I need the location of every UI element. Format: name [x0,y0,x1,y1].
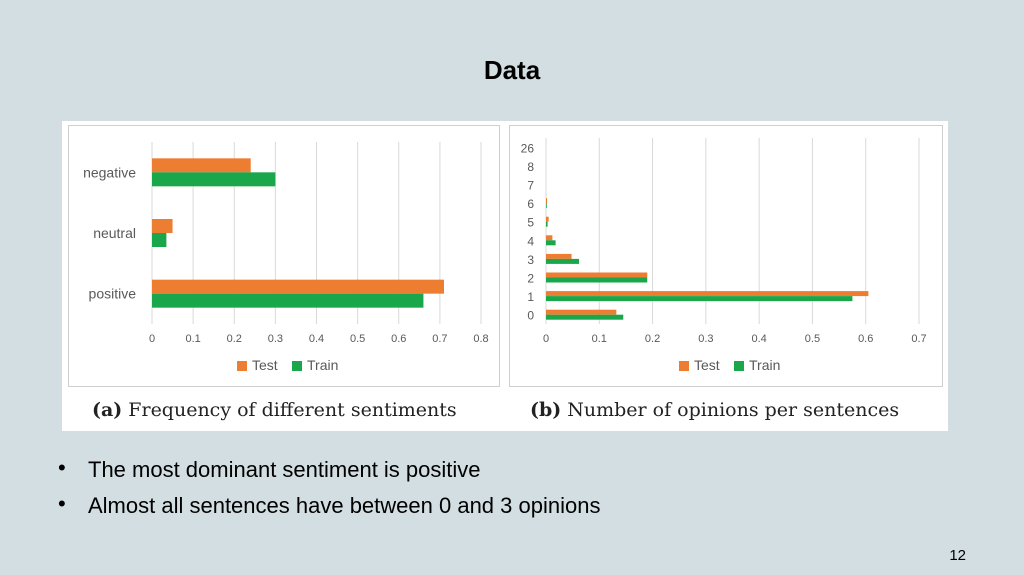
legend-label-test: Test [694,357,720,373]
legend-swatch-train [734,361,744,371]
bar-train [546,221,548,227]
category-label: 4 [527,234,534,248]
bar-train [152,233,167,247]
bar-train [152,293,424,308]
slide-title: Data [483,55,541,85]
sentiment-frequency-chart: 0 0.1 0.2 0.3 0.4 0.5 0.6 0.7 0.8 negative neutral… [68,125,500,387]
category-label: 2 [527,272,534,286]
x-tick-label: 0.5 [350,333,365,345]
opinions-per-sentence-svg: 0 0.1 0.2 0.3 0.4 0.5 0.6 0.7 26 8 7 6 5 4 3 2 1 0 Test Tra… [521,138,927,373]
bar-test [152,158,251,173]
bullet-text: The most dominant sentiment is positive [88,457,481,482]
category-label: 5 [527,216,534,230]
x-tick-label: 0.8 [473,333,488,345]
x-tick-label: 0.1 [185,333,200,345]
bullet-item: • Almost all sentences have between 0 and… [58,490,600,526]
x-tick-label: 0.6 [858,333,873,345]
bar-train [546,258,580,264]
x-tick-label: 0.3 [698,333,713,345]
category-label: positive [89,286,137,302]
bar-train [546,240,556,246]
bullet-icon: • [58,491,66,516]
opinions-per-sentence-chart: 0 0.1 0.2 0.3 0.4 0.5 0.6 0.7 26 8 7 6 5 4 3 2 1 0 Test Tra… [509,125,943,387]
bullet-item: • The most dominant sentiment is positive [58,454,600,490]
sentiment-frequency-svg: 0 0.1 0.2 0.3 0.4 0.5 0.6 0.7 0.8 negative neutral… [83,142,489,373]
category-label: 6 [527,197,534,211]
legend-swatch-test [679,361,689,371]
legend-label-train: Train [307,357,338,373]
category-label: neutral [93,225,136,241]
category-label: 8 [527,160,534,174]
bullet-icon: • [58,455,66,480]
caption-b-label: (b) [530,399,562,421]
x-tick-label: 0.5 [805,333,820,345]
bar-train [152,172,276,187]
legend-label-test: Test [252,357,278,373]
x-tick-label: 0.2 [645,333,660,345]
bar-test [546,272,648,278]
bar-train [546,203,547,209]
bar-train [546,314,624,320]
caption-a-text: Frequency of different sentiments [128,399,457,421]
bar-test [152,279,444,294]
bar-test [546,235,553,241]
bar-test [546,216,549,222]
legend-label-train: Train [749,357,780,373]
caption-b-text: Number of opinions per sentences [567,399,900,421]
legend-swatch-train [292,361,302,371]
page-number: 12 [949,547,966,564]
bar-test [546,198,548,204]
category-label: 1 [527,290,534,304]
x-tick-label: 0.4 [309,333,324,345]
x-tick-label: 0 [149,333,155,345]
x-tick-label: 0.1 [592,333,607,345]
category-label: 0 [527,309,534,323]
bullet-list: • The most dominant sentiment is positive… [58,454,600,526]
figure-panel: 0 0.1 0.2 0.3 0.4 0.5 0.6 0.7 0.8 negative neutral… [62,121,948,431]
category-label: negative [83,164,136,180]
bar-test [546,291,869,297]
x-tick-label: 0 [543,333,549,345]
category-label: 7 [527,179,534,193]
legend-swatch-test [237,361,247,371]
caption-a: (a) Frequency of different sentiments [92,399,457,421]
bar-test [546,253,572,259]
x-tick-label: 0.4 [751,333,766,345]
category-label: 3 [527,253,534,267]
caption-a-label: (a) [92,399,123,421]
bullet-text: Almost all sentences have between 0 and … [88,493,601,518]
x-tick-label: 0.3 [268,333,283,345]
bar-train [546,296,853,302]
bar-train [546,277,648,283]
caption-b: (b) Number of opinions per sentences [530,399,899,421]
x-tick-label: 0.2 [227,333,242,345]
x-tick-label: 0.7 [432,333,447,345]
bar-test [546,309,617,315]
category-label: 26 [521,141,535,155]
bar-test [152,219,173,233]
x-tick-label: 0.7 [911,333,926,345]
x-tick-label: 0.6 [391,333,406,345]
